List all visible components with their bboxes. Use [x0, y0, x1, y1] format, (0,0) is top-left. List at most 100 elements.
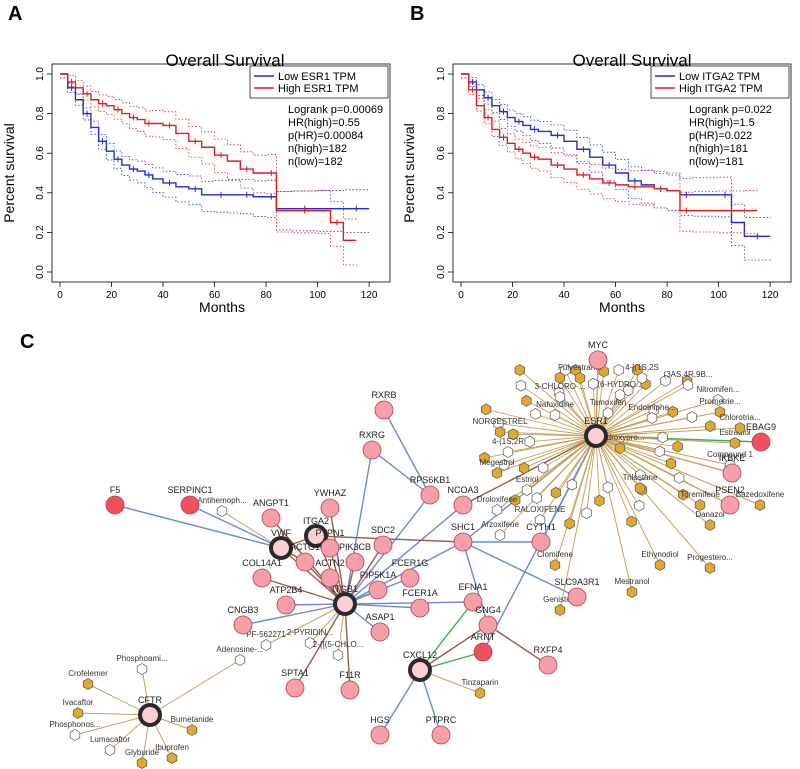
network-edge — [462, 541, 578, 598]
chart-b-legend-entry: Low ITGA2 TPM — [679, 71, 760, 83]
drug-edge — [513, 433, 597, 437]
drug-node-hexagon — [729, 437, 741, 449]
drug-edge — [595, 384, 689, 437]
chart-a-title: Overall Survival — [165, 51, 284, 70]
chart-a-xtick-label: 40 — [157, 290, 169, 301]
chart-b-stat-label: n(high)=181 — [689, 143, 748, 155]
gene-node-label: SPTA1 — [281, 668, 309, 678]
drug-node-label: Tamoxifen — [590, 398, 626, 407]
drug-edge — [595, 377, 643, 437]
gene-node-label: SLC9A3R1 — [554, 577, 599, 587]
network-edge — [379, 669, 421, 736]
drug-edge — [536, 435, 597, 499]
gene-node-label: ACTN2 — [315, 558, 345, 568]
chart-a-stat-label: n(low)=182 — [288, 156, 343, 168]
gene-node-ebag9 — [751, 432, 771, 452]
drug-edge — [526, 400, 597, 437]
chart-a-xlabel: Months — [199, 299, 245, 315]
drug-node-hexagon — [499, 458, 510, 471]
drug-node-label: Estriol — [516, 475, 538, 484]
chart-b-xtick-label: 100 — [710, 290, 727, 301]
gene-node-label: ARNT — [471, 632, 496, 642]
gene-node-pik3cb — [345, 552, 365, 572]
gene-node-f11r — [340, 680, 360, 700]
drug-node-hexagon — [672, 440, 683, 453]
chart-a-ytick-label: 1.0 — [35, 67, 46, 81]
gene-node-label: CXCL12 — [403, 650, 437, 660]
chart-b-ytick-label: 1.0 — [436, 67, 447, 81]
chart-a-series-1-line — [60, 73, 357, 242]
network-edge — [329, 507, 346, 605]
drug-node-hexagon — [186, 724, 198, 736]
drug-node-hexagon — [332, 649, 344, 661]
drug-node-label: Toremifene — [680, 490, 720, 499]
drug-node-hexagon — [479, 451, 490, 464]
drug-node-label: Medroxypro... — [596, 433, 645, 442]
drug-node-hexagon — [574, 372, 586, 384]
drug-edge — [595, 435, 661, 566]
drug-node-hexagon — [474, 687, 486, 699]
drug-node-label: Phosphoami... — [116, 654, 167, 663]
gene-node-efna1 — [463, 592, 483, 612]
panel-letter-b: B — [410, 3, 424, 25]
drug-edge — [595, 435, 678, 447]
drug-edge — [595, 435, 684, 496]
gene-node-label: NCOA3 — [447, 485, 478, 495]
drug-edge — [504, 435, 597, 466]
drug-node-label: Phosphonos... — [49, 720, 100, 729]
network-edge — [189, 504, 282, 549]
drug-node-label: Trilostane — [623, 473, 658, 482]
drug-node-hexagon — [216, 505, 228, 517]
drug-node-hexagon — [654, 445, 665, 458]
drug-node-hexagon — [634, 499, 645, 512]
drug-node-hexagon — [654, 559, 666, 571]
gene-node-label: ITGA2 — [303, 516, 329, 526]
drug-node-hexagon — [704, 562, 716, 574]
drug-node-hexagon — [613, 364, 624, 376]
gene-node-label: RXRB — [371, 390, 396, 400]
network-edge — [344, 601, 474, 605]
drug-node-hexagon — [646, 412, 658, 424]
drug-node-hexagon — [502, 446, 514, 458]
drug-node-hexagon — [704, 519, 716, 531]
drug-node-label: Clomifene — [537, 550, 574, 559]
drug-edge — [569, 435, 597, 524]
drug-node-hexagon — [510, 494, 521, 507]
gene-node-label: CFTR — [138, 695, 162, 705]
drug-node-hexagon — [734, 422, 746, 434]
drug-edge — [586, 435, 597, 514]
chart-a-series-1-ci-upper — [60, 73, 357, 220]
drug-node-hexagon — [660, 374, 671, 387]
gene-node-rps6kb1 — [420, 485, 440, 505]
drug-node-label: 2-PYRIDIN... — [287, 628, 333, 637]
drug-node-hexagon — [534, 514, 546, 526]
drug-edge — [595, 411, 673, 437]
drug-node-hexagon — [554, 604, 566, 616]
chart-b-xtick-label: 20 — [507, 290, 519, 301]
gene-node-label: F5 — [110, 485, 121, 495]
chart-a-ytick-label: 0.2 — [35, 225, 46, 239]
chart-a-xtick-label: 20 — [106, 290, 118, 301]
drug-node-label: Estradiol — [719, 428, 750, 437]
chart-b-legend-entry: High ITGA2 TPM — [679, 83, 763, 95]
chart-b-stat-label: p(HR)=0.022 — [689, 130, 752, 142]
drug-node-label: Megestrol — [479, 458, 514, 467]
drug-node-hexagon — [166, 752, 178, 764]
drug-node-hexagon — [636, 372, 648, 384]
drug-edge — [595, 435, 672, 464]
gene-node-label: ATP2B4 — [270, 585, 303, 595]
drug-node-hexagon — [521, 394, 532, 407]
gene-node-label: F11R — [339, 670, 361, 680]
drug-node-hexagon — [682, 379, 694, 391]
drug-node-hexagon — [602, 481, 613, 494]
drug-node-hexagon — [549, 409, 561, 421]
chart-b-xtick-label: 0 — [458, 290, 464, 301]
chart-a-legend-box — [249, 65, 389, 99]
drug-node-label: Fulvestran... — [558, 363, 602, 372]
drug-node-hexagon — [515, 379, 527, 392]
chart-b-ticks: 0 20 40 60 80 100 120 0.0 0.2 0.4 0.6 0.8 1.0 — [436, 67, 779, 301]
chart-a-ylabel: Percent survival — [1, 123, 17, 223]
drug-node-hexagon — [588, 377, 599, 390]
